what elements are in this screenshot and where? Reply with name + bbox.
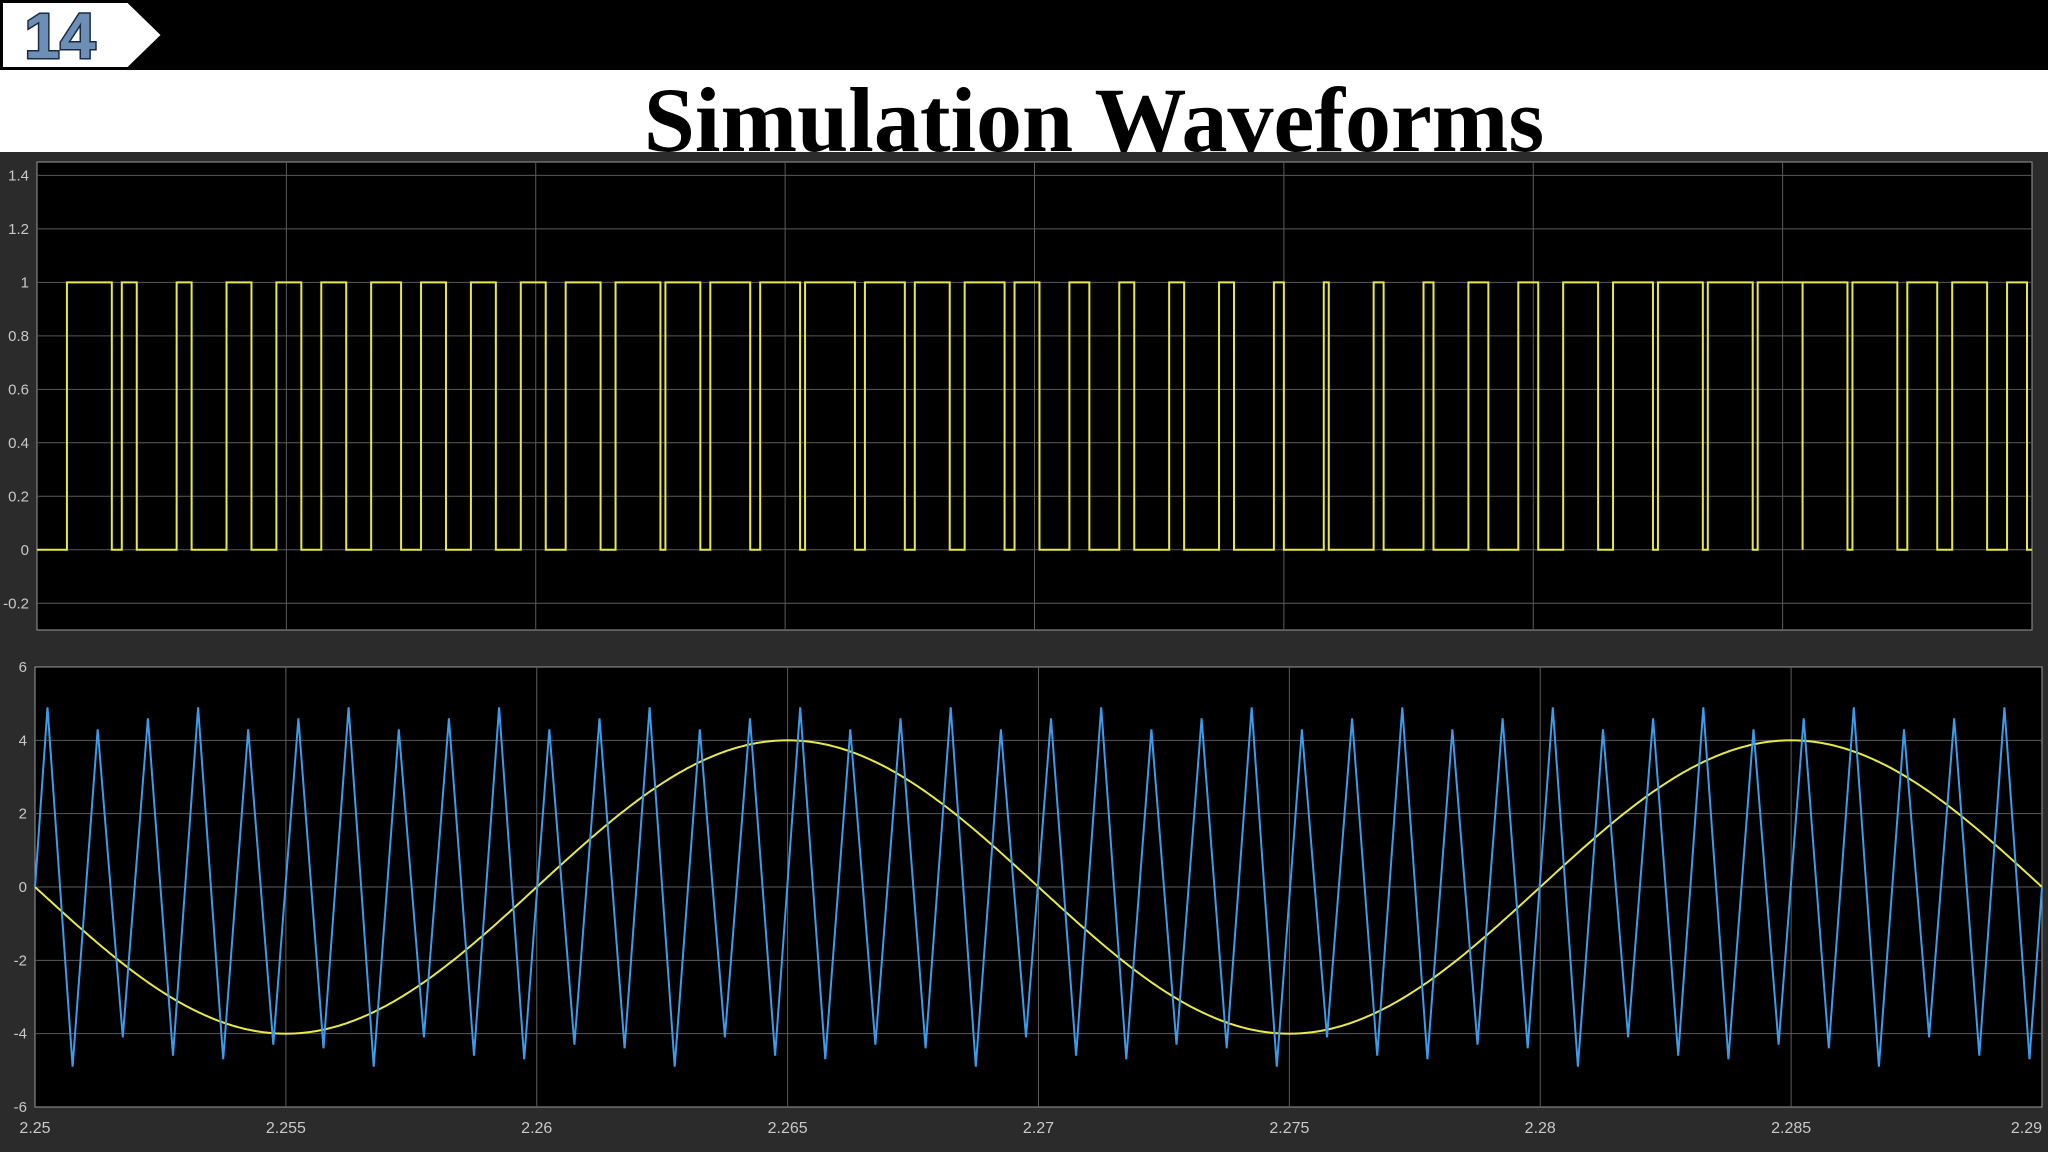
x-tick-label: 2.26 [521, 1120, 552, 1137]
scope-window: 1.4 1.2 1 0.8 0.6 0.4 0.2 0 -0.2 6 4 2 0 -2 -4 -6 2.25 2… [0, 152, 2048, 1152]
slide-number: 14 [24, 0, 96, 70]
y-tick-label: 0.6 [8, 381, 29, 398]
x-tick-label: 2.27 [1023, 1120, 1054, 1137]
slide-number-badge: 14 [1, 0, 164, 70]
y-tick-label: 4 [19, 732, 27, 749]
x-tick-label: 2.25 [19, 1120, 50, 1137]
y-tick-label: -6 [14, 1099, 27, 1116]
top-bar [0, 0, 2048, 70]
pwm-pulse-plot: 1.4 1.2 1 0.8 0.6 0.4 0.2 0 -0.2 [3, 161, 2033, 631]
x-tick-label: 2.255 [266, 1120, 306, 1137]
carrier-triangle-line [34, 707, 2043, 1067]
y-tick-label: -2 [14, 952, 27, 969]
y-tick-label: 1.4 [8, 167, 29, 184]
carrier-reference-plot: 6 4 2 0 -2 -4 -6 2.25 2.255 2.26 2.265 2.27 2.275 2.2… [14, 659, 2043, 1137]
slide-title: Simulation Waveforms [643, 69, 1545, 171]
y-tick-label: 0.2 [8, 488, 29, 505]
badge-shape [1, 1, 164, 69]
pwm-pulse-line [37, 281, 2032, 551]
y-tick-label: -4 [14, 1026, 27, 1043]
x-tick-label: 2.275 [1269, 1120, 1309, 1137]
y-tick-label: 0.8 [8, 328, 29, 345]
y-tick-label: 0.4 [8, 435, 29, 452]
x-tick-label: 2.285 [1771, 1120, 1811, 1137]
x-tick-label: 2.28 [1525, 1120, 1556, 1137]
y-tick-label: -0.2 [3, 595, 29, 612]
y-tick-label: 6 [19, 659, 27, 676]
y-tick-label: 0 [19, 879, 27, 896]
y-tick-label: 2 [19, 806, 27, 823]
x-tick-label: 2.265 [768, 1120, 808, 1137]
x-tick-label: 2.29 [2011, 1120, 2042, 1137]
y-tick-label: 1.2 [8, 221, 29, 238]
y-tick-label: 0 [21, 542, 29, 559]
y-tick-label: 1 [21, 274, 29, 291]
scope-plots: 1.4 1.2 1 0.8 0.6 0.4 0.2 0 -0.2 6 4 2 0 -2 -4 -6 2.25 2… [3, 161, 2043, 1137]
